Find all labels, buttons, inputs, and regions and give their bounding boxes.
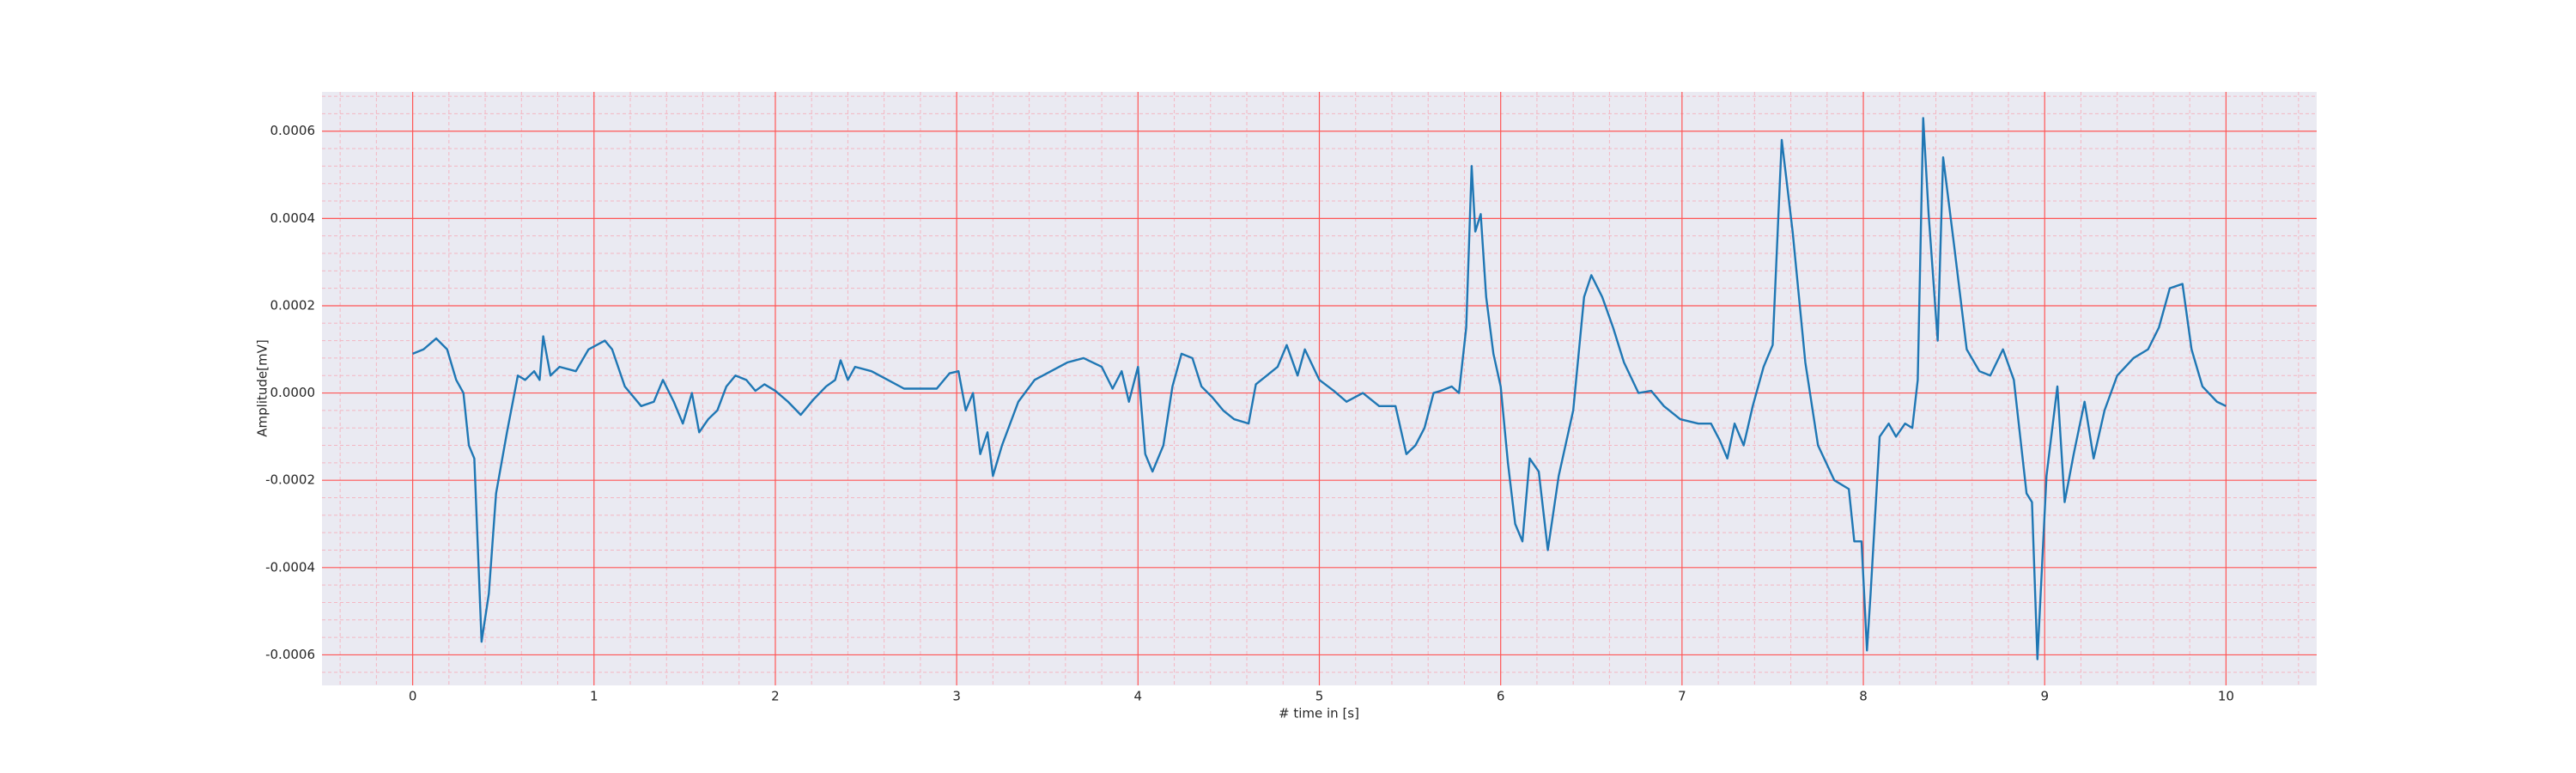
y-tick-label: -0.0006 — [265, 647, 315, 662]
signal-line — [412, 117, 2227, 660]
y-tick-label: 0.0006 — [270, 123, 316, 138]
x-tick-label: 3 — [952, 689, 961, 704]
y-tick-label: 0.0002 — [270, 297, 316, 313]
y-tick-label: 0.0004 — [270, 210, 316, 226]
x-tick-label: 1 — [590, 689, 598, 704]
x-tick-label: 7 — [1678, 689, 1686, 704]
y-tick-label: -0.0004 — [265, 559, 315, 575]
x-tick-label: 2 — [771, 689, 780, 704]
x-axis-label: # time in [s] — [1279, 706, 1359, 721]
x-tick-label: 8 — [1859, 689, 1868, 704]
x-tick-label: 9 — [2040, 689, 2049, 704]
y-axis-label: Amplitude[mV] — [255, 339, 270, 436]
x-tick-label: 4 — [1134, 689, 1143, 704]
x-tick-label: 6 — [1497, 689, 1505, 704]
y-tick-label: 0.0000 — [270, 385, 316, 400]
x-tick-label: 10 — [2218, 689, 2234, 704]
x-tick-label: 0 — [409, 689, 417, 704]
y-tick-label: -0.0002 — [265, 472, 315, 488]
x-tick-label: 5 — [1315, 689, 1324, 704]
